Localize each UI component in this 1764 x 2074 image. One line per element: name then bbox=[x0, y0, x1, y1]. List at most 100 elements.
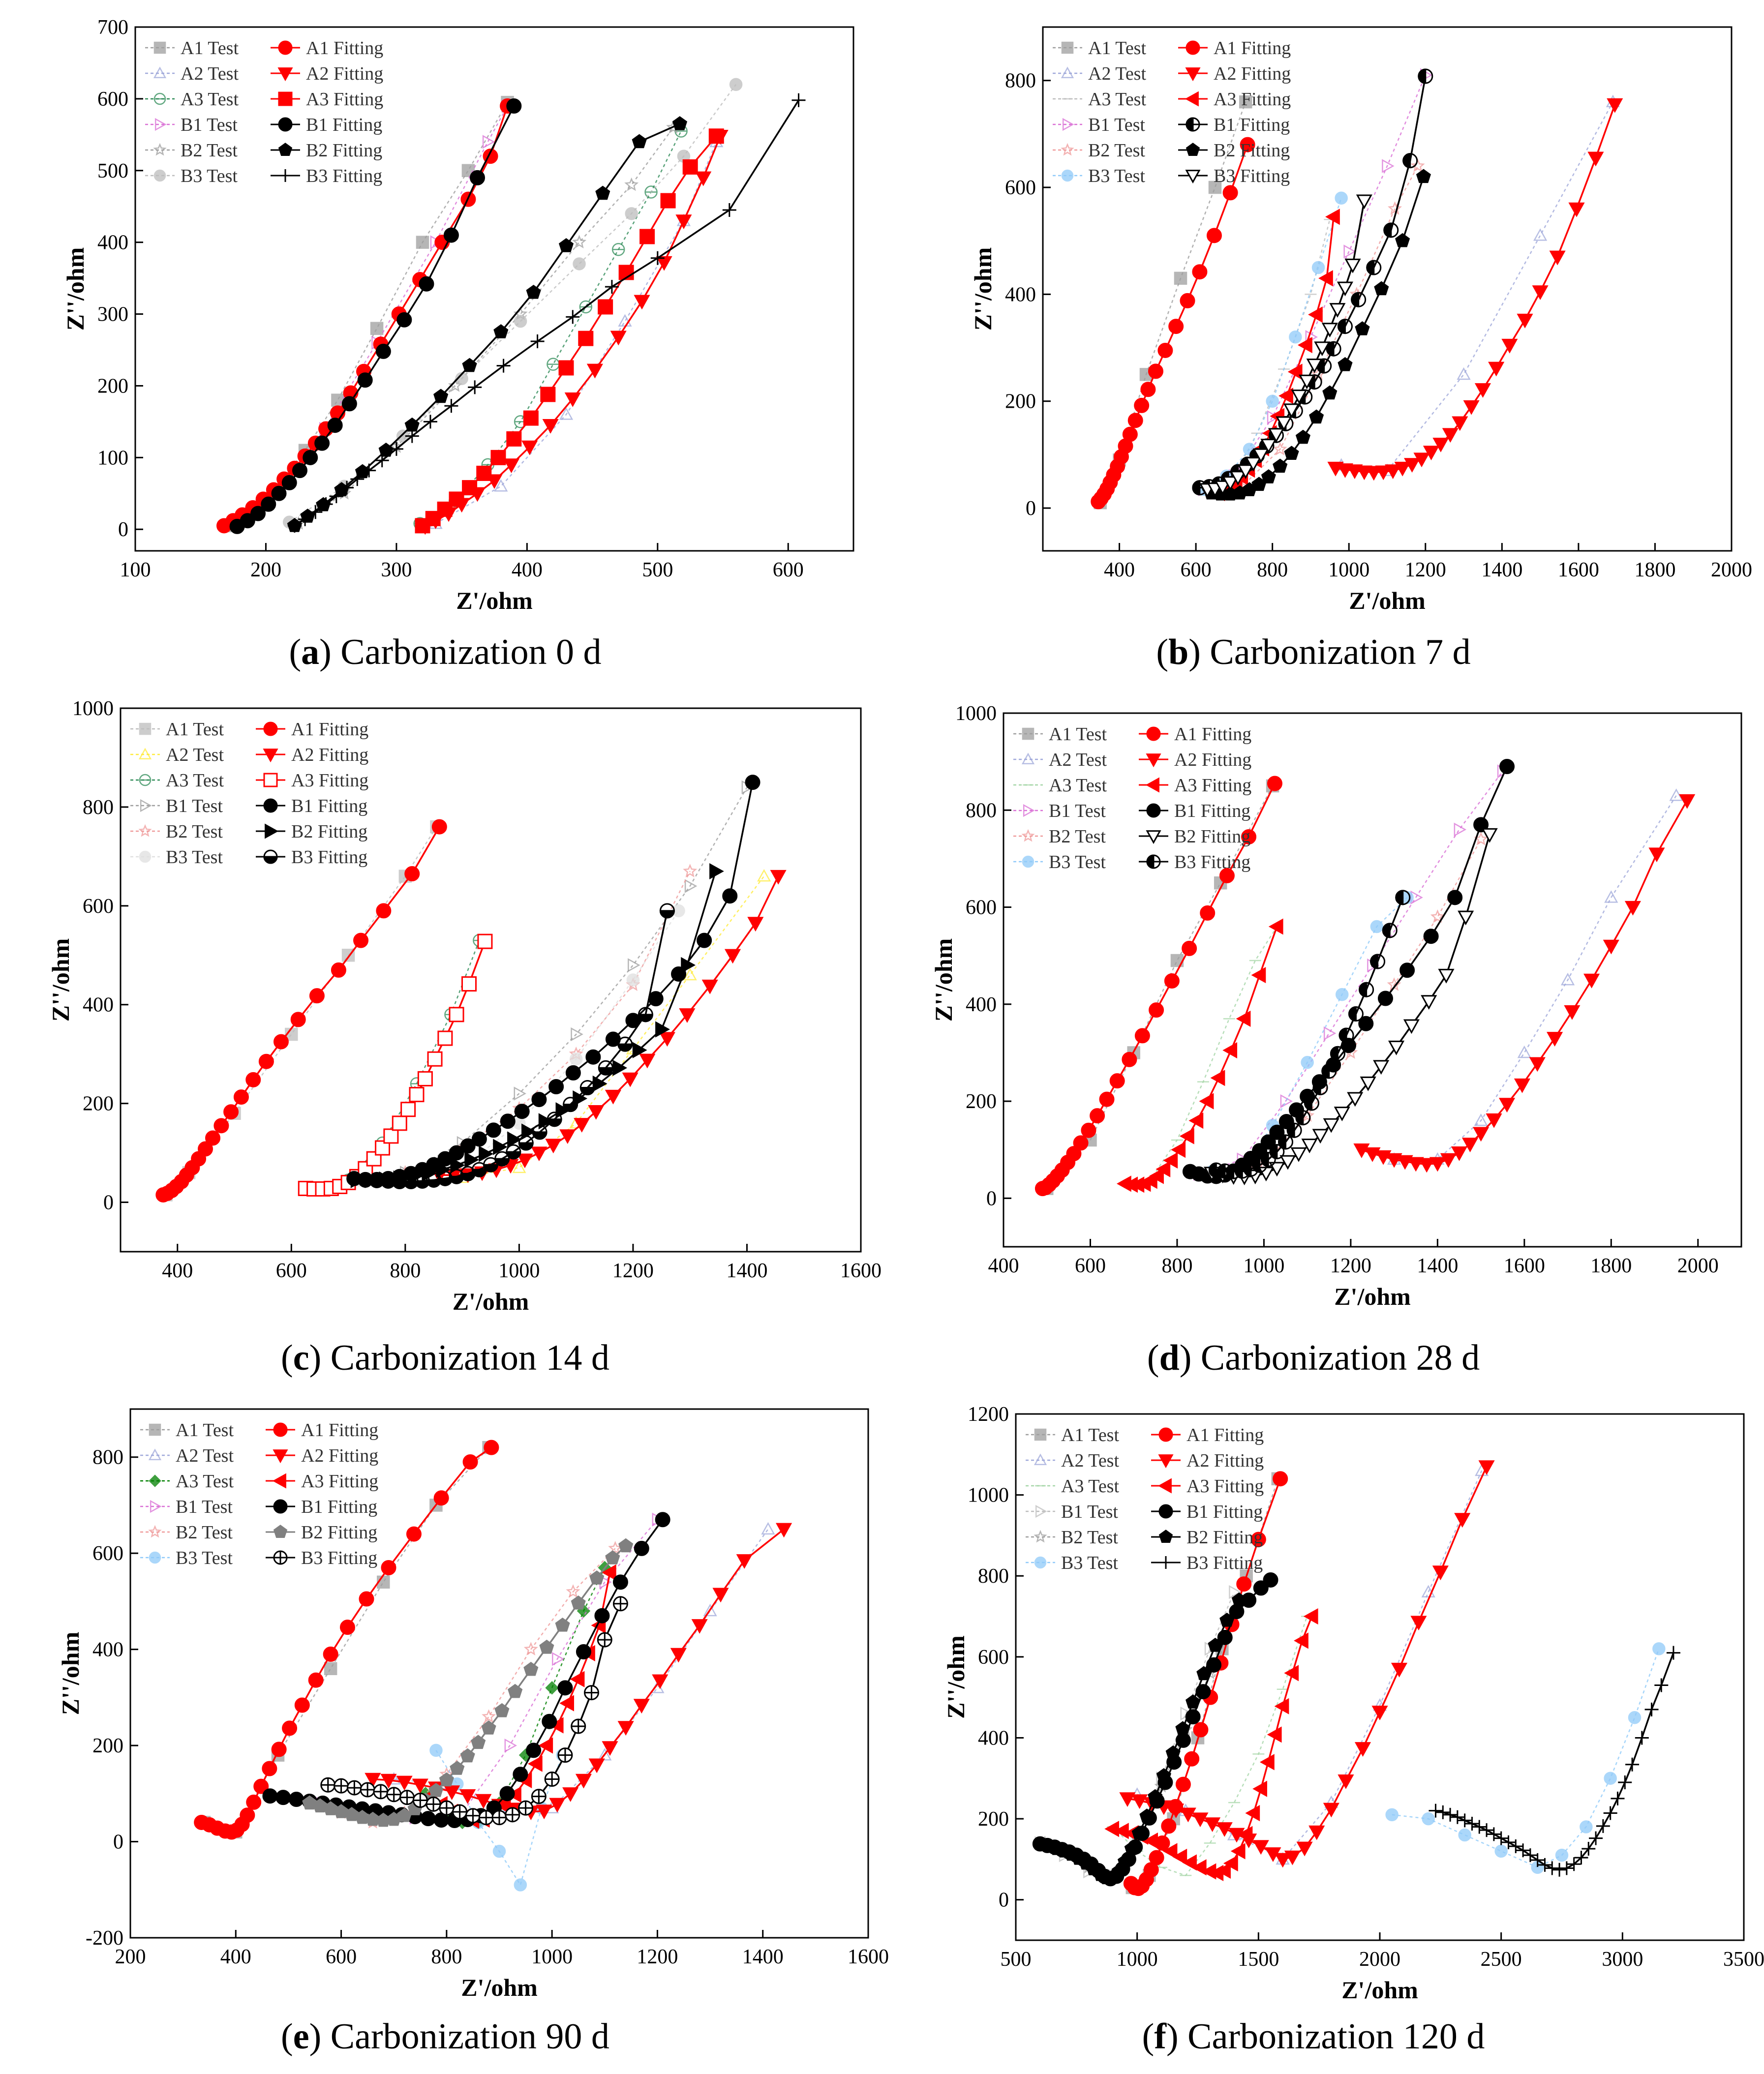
series-line bbox=[372, 1528, 785, 1813]
data-point bbox=[610, 331, 627, 346]
data-point bbox=[1391, 1662, 1408, 1678]
data-point bbox=[722, 203, 736, 217]
data-point bbox=[493, 1139, 508, 1155]
series-line bbox=[1112, 1616, 1308, 1876]
legend-entry: A1 Test bbox=[166, 719, 224, 740]
data-point bbox=[1148, 1789, 1163, 1803]
data-point bbox=[1267, 776, 1282, 791]
data-point bbox=[708, 128, 724, 144]
data-point bbox=[574, 1118, 590, 1133]
data-point bbox=[357, 372, 373, 388]
data-point bbox=[416, 236, 429, 249]
data-point bbox=[1222, 185, 1238, 201]
data-point bbox=[1266, 394, 1279, 408]
data-point bbox=[1157, 342, 1173, 358]
data-point bbox=[622, 1072, 639, 1087]
data-point bbox=[633, 1699, 650, 1714]
data-point bbox=[412, 1778, 428, 1794]
data-point bbox=[547, 358, 560, 371]
x-tick-label: 200 bbox=[115, 1946, 146, 1968]
legend-marker bbox=[278, 117, 293, 132]
data-point bbox=[1131, 1794, 1148, 1809]
data-point bbox=[1252, 1780, 1267, 1797]
data-point bbox=[514, 1878, 527, 1892]
data-point bbox=[287, 518, 302, 533]
data-point bbox=[1354, 1742, 1371, 1757]
data-point bbox=[1488, 361, 1505, 377]
plot-frame bbox=[129, 1408, 869, 1939]
legend-entry: A1 Fitting bbox=[306, 38, 383, 59]
series-line bbox=[1207, 200, 1366, 490]
legend-marker bbox=[1158, 1530, 1173, 1543]
data-point bbox=[250, 506, 266, 521]
data-point bbox=[1628, 1711, 1642, 1724]
data-point bbox=[1215, 480, 1231, 495]
data-point bbox=[1312, 1129, 1329, 1144]
data-point bbox=[205, 1130, 221, 1146]
legend-entry: B2 Fitting bbox=[291, 821, 367, 842]
data-point bbox=[271, 1742, 287, 1757]
y-tick-label: 0 bbox=[118, 518, 128, 541]
data-point bbox=[559, 407, 574, 420]
data-point bbox=[598, 1748, 612, 1761]
data-point bbox=[290, 1012, 306, 1027]
data-point bbox=[271, 485, 287, 501]
x-tick-label: 500 bbox=[642, 559, 673, 581]
data-point bbox=[1397, 1155, 1413, 1170]
series-b2-fitting bbox=[1035, 1592, 1247, 1885]
legend-entry: A3 Test bbox=[1088, 89, 1146, 110]
data-point-ring bbox=[1338, 1027, 1354, 1043]
data-point bbox=[375, 343, 391, 359]
x-tick-label: 800 bbox=[431, 1946, 462, 1968]
data-point bbox=[1430, 909, 1445, 923]
legend-entry: B3 Test bbox=[166, 847, 223, 868]
data-point bbox=[530, 334, 545, 348]
data-point bbox=[670, 1648, 687, 1663]
data-point bbox=[1494, 1844, 1508, 1858]
series-a3-fitting bbox=[1210, 209, 1340, 502]
data-point bbox=[612, 1596, 628, 1612]
panel-caption: (c) Carbonization 14 d bbox=[281, 1338, 609, 1378]
data-point bbox=[1276, 416, 1292, 431]
x-tick-label: 1600 bbox=[840, 1260, 882, 1282]
data-point bbox=[578, 331, 594, 346]
data-point bbox=[331, 962, 346, 978]
legend-marker bbox=[1021, 829, 1035, 842]
data-point bbox=[1284, 446, 1299, 460]
data-point bbox=[1273, 1471, 1288, 1487]
legend-marker-ring bbox=[1186, 117, 1200, 132]
data-point bbox=[350, 472, 365, 486]
series-b3-fitting bbox=[1199, 194, 1372, 498]
data-point bbox=[1549, 250, 1566, 266]
data-point bbox=[294, 1697, 310, 1713]
data-point bbox=[1171, 1142, 1186, 1158]
data-point bbox=[506, 431, 522, 447]
y-tick-label: 200 bbox=[978, 1808, 1009, 1831]
data-point-ring bbox=[1359, 982, 1374, 997]
data-point bbox=[1347, 1092, 1364, 1107]
series-line bbox=[1099, 101, 1247, 503]
legend-marker bbox=[279, 169, 292, 182]
data-point bbox=[648, 991, 664, 1007]
panel-caption: (e) Carbonization 90 d bbox=[281, 2016, 609, 2057]
data-point bbox=[1501, 338, 1518, 354]
data-point bbox=[1635, 1731, 1649, 1745]
data-point bbox=[1301, 1139, 1318, 1153]
data-point bbox=[1457, 367, 1471, 380]
data-point bbox=[482, 135, 495, 149]
data-point bbox=[538, 1737, 553, 1754]
data-point bbox=[1163, 1152, 1178, 1169]
x-tick-label: 600 bbox=[1075, 1255, 1106, 1277]
y-tick-label: 600 bbox=[966, 897, 997, 919]
data-point bbox=[1148, 363, 1163, 379]
caption-text: Carbonization 90 d bbox=[331, 2016, 609, 2057]
data-point bbox=[1325, 209, 1340, 225]
data-point bbox=[303, 450, 318, 465]
caption-text: Carbonization 7 d bbox=[1210, 632, 1470, 672]
data-point bbox=[508, 1683, 523, 1698]
y-tick-label: 200 bbox=[92, 1735, 123, 1757]
y-tick-label: 1200 bbox=[968, 1403, 1009, 1426]
y-tick-label: -200 bbox=[86, 1927, 123, 1950]
data-point bbox=[1156, 1161, 1171, 1177]
x-tick-label: 1000 bbox=[1117, 1948, 1158, 1971]
